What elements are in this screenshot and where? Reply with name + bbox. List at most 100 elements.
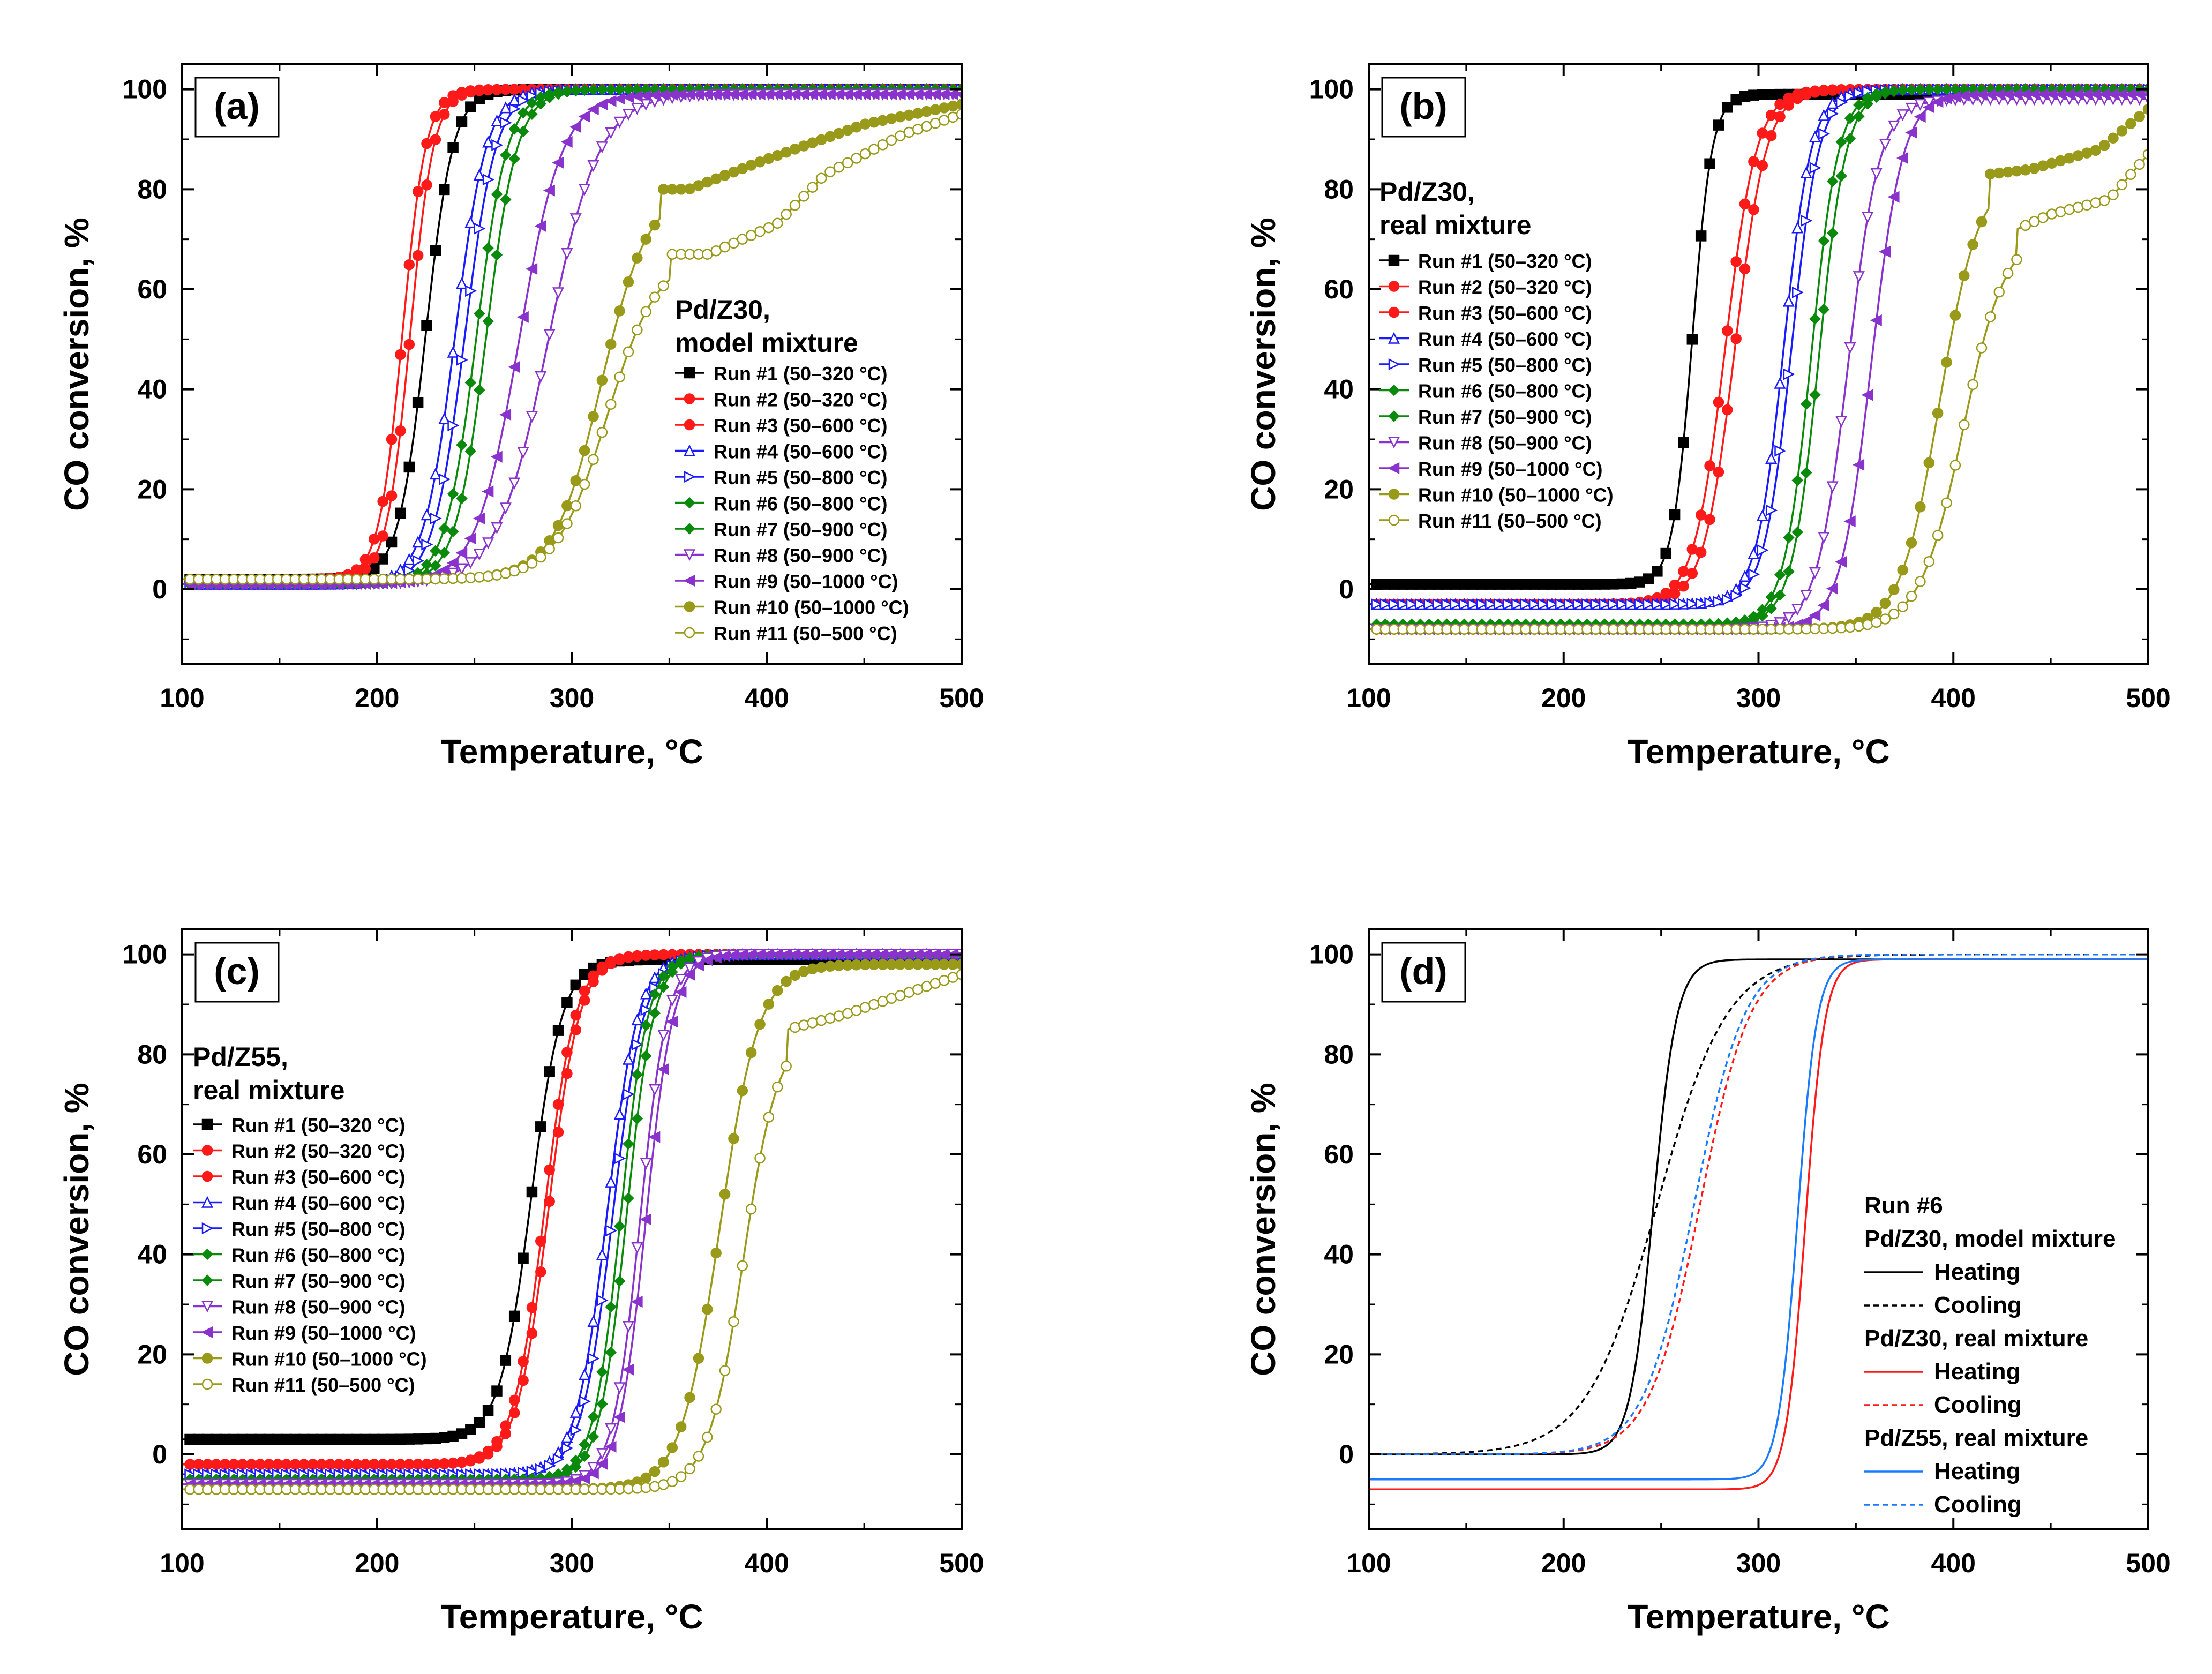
data-point <box>702 1431 713 1443</box>
data-point <box>1511 598 1524 611</box>
data-point <box>482 174 494 186</box>
y-tick-label: 0 <box>1339 1439 1354 1469</box>
data-point <box>587 160 599 172</box>
data-point <box>455 277 468 289</box>
data-point <box>657 981 670 993</box>
data-point <box>1783 566 1795 577</box>
data-point <box>596 965 608 976</box>
data-point <box>1660 598 1673 610</box>
data-point <box>464 532 476 545</box>
data-point <box>518 94 530 107</box>
data-point <box>1949 460 1961 471</box>
data-point <box>1932 407 1944 419</box>
data-point <box>614 1152 626 1165</box>
data-point <box>1757 544 1769 557</box>
legend-title: Run #6 <box>1864 1192 1943 1219</box>
data-point <box>1669 509 1681 521</box>
legend-entry-label: Run #6 (50–800 °C) <box>714 493 888 515</box>
legend-swatch-marker <box>683 549 696 561</box>
data-point <box>587 1462 599 1474</box>
data-point <box>2081 199 2093 211</box>
data-point <box>491 569 503 581</box>
data-point <box>500 1428 512 1439</box>
data-point <box>1923 457 1935 469</box>
data-point <box>500 149 512 161</box>
data-point <box>623 1138 634 1150</box>
data-point <box>648 1131 661 1143</box>
data-point <box>1906 84 1917 96</box>
data-point <box>1888 584 1900 595</box>
data-point <box>588 411 599 422</box>
data-point <box>1713 596 1725 608</box>
data-point <box>1765 603 1777 614</box>
data-point <box>1713 396 1724 408</box>
data-point <box>1800 590 1812 602</box>
data-point <box>1888 120 1900 132</box>
data-point <box>491 139 504 151</box>
data-point <box>1397 598 1409 611</box>
data-point <box>1739 263 1751 275</box>
y-tick-label: 60 <box>1324 1139 1354 1169</box>
data-point <box>649 1466 661 1477</box>
data-point <box>798 191 809 202</box>
data-point <box>482 1405 494 1416</box>
data-point <box>745 1047 757 1059</box>
data-point <box>2011 254 2022 265</box>
data-point <box>1783 100 1795 111</box>
legend-swatch-marker <box>1388 437 1400 449</box>
data-point <box>534 220 546 232</box>
legend-swatch-marker <box>201 1326 213 1339</box>
data-point <box>632 252 643 264</box>
series-line-6 <box>1369 953 2148 1455</box>
data-point <box>1959 419 1970 431</box>
data-point <box>1722 404 1733 416</box>
data-point <box>2090 197 2102 208</box>
data-point <box>657 970 670 982</box>
data-point <box>614 305 625 317</box>
data-point <box>781 975 792 987</box>
y-tick-label: 100 <box>1309 74 1354 104</box>
data-point <box>386 490 398 501</box>
legend-swatch-marker <box>684 470 696 483</box>
data-point <box>1765 504 1778 516</box>
data-point <box>456 492 468 505</box>
data-point <box>359 563 371 575</box>
data-point <box>517 107 529 119</box>
data-point <box>1835 556 1847 568</box>
data-point <box>1906 590 1917 602</box>
data-point <box>613 1411 625 1423</box>
data-point <box>649 1007 661 1019</box>
data-point <box>1791 221 1804 234</box>
data-point <box>613 116 626 129</box>
data-point <box>561 518 573 529</box>
data-point <box>674 986 687 998</box>
legend-entry-label: Run #8 (50–900 °C) <box>231 1296 406 1318</box>
data-point <box>1993 286 2005 298</box>
data-point <box>649 971 661 984</box>
legend-entry-label: Heating <box>1934 1358 2020 1385</box>
data-point <box>587 1315 599 1327</box>
data-point <box>693 1353 704 1364</box>
data-point <box>1686 598 1699 610</box>
data-point <box>588 976 599 987</box>
legend-title: Pd/Z30, <box>1379 177 1475 207</box>
data-point <box>1748 156 1759 167</box>
data-point <box>1940 83 1953 95</box>
data-point <box>552 532 564 544</box>
data-point <box>499 502 512 515</box>
data-point <box>1476 598 1488 611</box>
legend-swatch-marker <box>684 393 695 404</box>
series-line-3 <box>1369 958 2148 1491</box>
data-point <box>1502 598 1514 611</box>
data-point <box>535 1266 546 1278</box>
data-point <box>1800 467 1812 479</box>
data-point <box>833 162 845 173</box>
x-tick-label: 100 <box>1346 1548 1391 1578</box>
data-point <box>1608 598 1620 611</box>
data-point <box>1599 598 1611 611</box>
data-point <box>649 291 661 303</box>
data-point <box>499 409 512 421</box>
legend-swatch-marker <box>684 523 695 535</box>
data-point <box>570 500 582 512</box>
data-point <box>561 248 573 260</box>
